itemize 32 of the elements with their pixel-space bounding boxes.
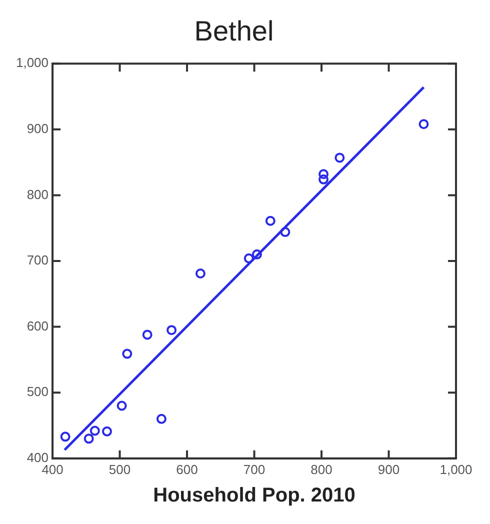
point xyxy=(265,216,276,226)
point xyxy=(90,426,100,436)
point xyxy=(252,249,262,260)
point xyxy=(280,227,290,238)
point xyxy=(116,400,127,411)
point xyxy=(84,434,94,444)
point xyxy=(418,119,429,130)
point xyxy=(318,169,329,180)
point xyxy=(166,325,177,336)
chart-title: Bethel xyxy=(194,16,274,47)
y-tick-label: 500 xyxy=(26,384,49,400)
point xyxy=(244,253,254,264)
point xyxy=(334,152,345,163)
x-axis-title: Household Pop. 2010 xyxy=(153,484,356,507)
point xyxy=(60,432,70,442)
x-tick-label: 700 xyxy=(243,462,266,477)
point xyxy=(102,426,112,436)
point xyxy=(195,268,206,278)
point xyxy=(156,414,166,424)
y-tick-label: 900 xyxy=(26,120,49,136)
x-tick-label: 800 xyxy=(310,462,332,477)
point xyxy=(318,174,329,184)
y-tick-label: 800 xyxy=(26,186,49,202)
point xyxy=(122,348,132,359)
x-tick-label: 500 xyxy=(108,462,131,477)
y-tick-label: 700 xyxy=(26,252,49,268)
y-tick-label: 1,000 xyxy=(16,55,49,70)
x-tick-label: 600 xyxy=(176,462,198,477)
y-tick-label: 600 xyxy=(26,318,49,334)
point xyxy=(142,330,152,340)
x-tick-label: 900 xyxy=(378,462,400,477)
x-tick-label: 1,000 xyxy=(440,462,472,477)
